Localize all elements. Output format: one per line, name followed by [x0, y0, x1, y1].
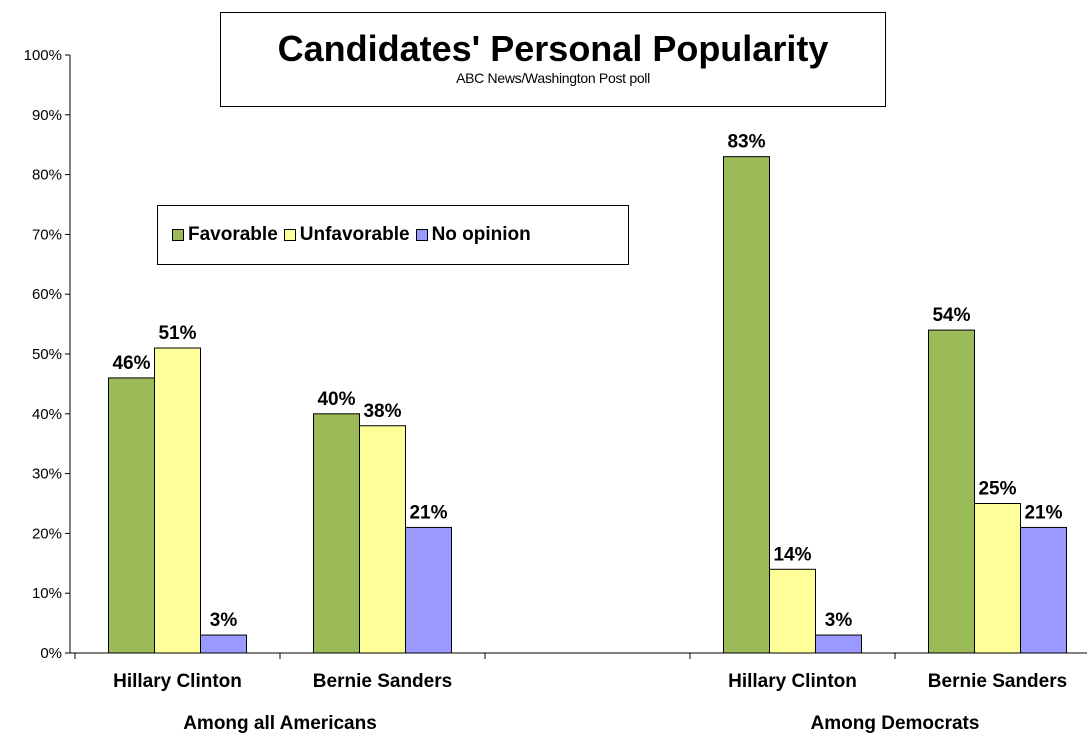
bar: [154, 347, 201, 654]
data-label: 83%: [727, 132, 765, 153]
data-label: 3%: [210, 610, 238, 631]
legend: Favorable Unfavorable No opinion: [157, 205, 629, 265]
legend-label: No opinion: [431, 224, 531, 245]
y-tick-label: 90%: [32, 107, 62, 124]
y-tick-label: 30%: [32, 466, 62, 483]
legend-item-no-opinion: No opinion: [415, 224, 531, 246]
bar: [723, 156, 770, 654]
legend-label: Unfavorable: [299, 224, 410, 245]
data-label: 3%: [825, 610, 853, 631]
data-label: 21%: [409, 502, 447, 523]
y-tick-label: 0%: [40, 645, 62, 662]
y-tick-label: 20%: [32, 525, 62, 542]
data-label: 38%: [363, 401, 401, 422]
category-label: Hillary Clinton: [113, 671, 242, 692]
title-box: Candidates' Personal Popularity ABC News…: [220, 12, 886, 107]
data-label: 40%: [317, 389, 355, 410]
y-tick-label: 100%: [24, 47, 62, 64]
bar: [974, 503, 1021, 654]
bar: [108, 377, 155, 654]
data-label: 46%: [112, 353, 150, 374]
legend-swatch-unfavorable: [283, 229, 296, 241]
y-tick-label: 60%: [32, 286, 62, 303]
chart-labels: 0% 10% 20% 30% 40% 50% 60% 70% 80% 90% 100% 46% 51% 3…: [24, 47, 1068, 733]
chart-title: Candidates' Personal Popularity: [277, 28, 829, 69]
bar: [359, 425, 406, 654]
group-label: Among Democrats: [811, 713, 980, 733]
chart-subtitle: ABC News/Washington Post poll: [456, 70, 650, 86]
legend-item-unfavorable: Unfavorable: [283, 224, 410, 246]
bar: [405, 526, 452, 654]
bar: [1020, 526, 1067, 654]
data-label: 14%: [773, 544, 811, 565]
y-tick-label: 80%: [32, 167, 62, 184]
y-tick-label: 50%: [32, 346, 62, 363]
bar: [200, 634, 247, 654]
y-tick-label: 70%: [32, 226, 62, 243]
legend-swatch-favorable: [172, 229, 184, 241]
y-tick-label: 10%: [32, 585, 62, 602]
bar: [769, 568, 816, 654]
bar: [928, 329, 975, 654]
chart-bars: [108, 156, 1067, 654]
bar: [815, 634, 862, 654]
category-label: Hillary Clinton: [728, 671, 857, 692]
bar: [313, 413, 360, 654]
data-label: 21%: [1024, 502, 1062, 523]
y-tick-label: 40%: [32, 406, 62, 423]
category-label: Bernie Sanders: [928, 671, 1067, 692]
category-label: Bernie Sanders: [313, 671, 452, 692]
data-label: 54%: [932, 305, 970, 326]
legend-swatch-no-opinion: [415, 229, 428, 241]
group-label: Among all Americans: [183, 713, 377, 733]
data-label: 51%: [158, 323, 196, 344]
data-label: 25%: [978, 479, 1016, 500]
legend-item-favorable: Favorable: [172, 224, 278, 246]
legend-label: Favorable: [188, 224, 278, 245]
